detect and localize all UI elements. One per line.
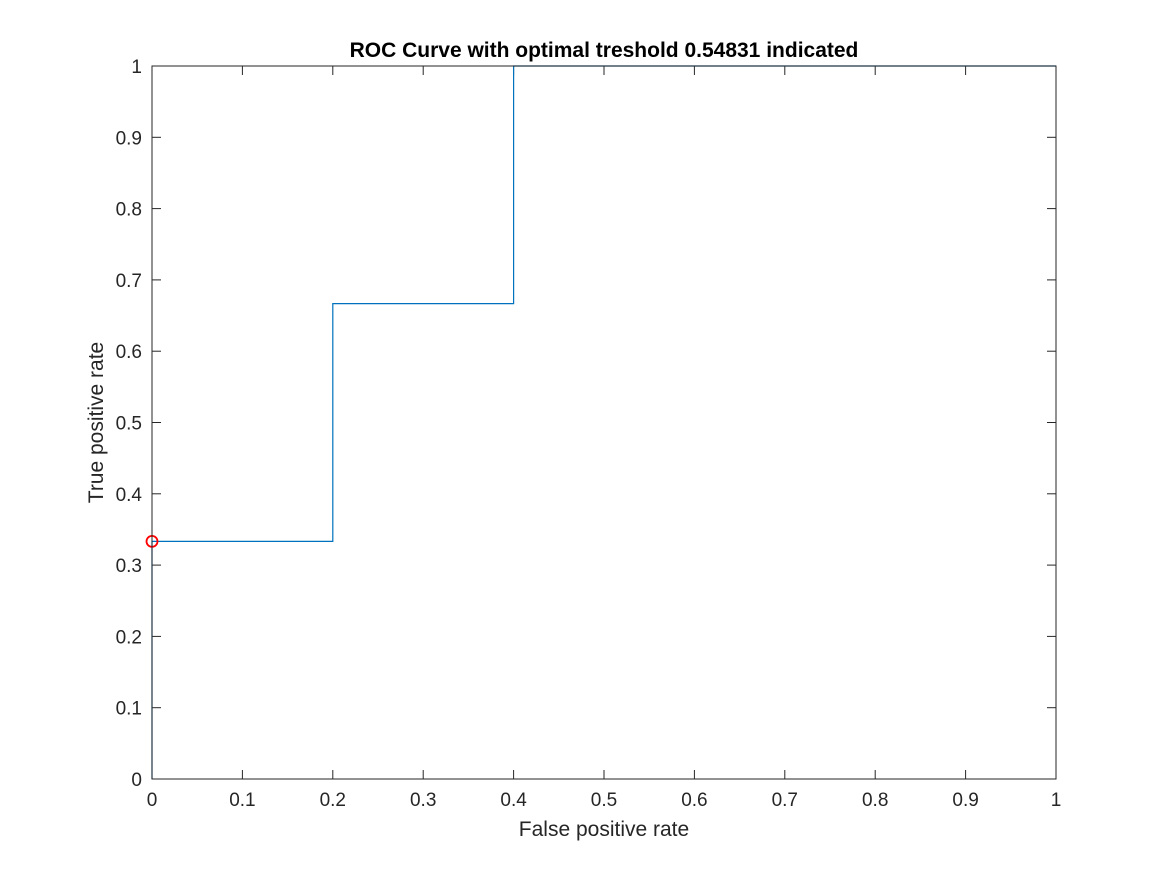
plot-area xyxy=(152,66,1056,779)
x-tick-label: 1 xyxy=(1051,790,1062,811)
y-tick-label: 0.9 xyxy=(116,128,142,149)
y-axis-label: True positive rate xyxy=(85,342,108,503)
x-tick-label: 0.3 xyxy=(410,790,436,811)
x-tick-label: 0 xyxy=(147,790,158,811)
x-tick-label: 0.4 xyxy=(500,790,527,811)
y-tick-label: 0.3 xyxy=(116,556,142,577)
x-axis-label: False positive rate xyxy=(519,818,689,841)
ticks-layer: 0 0.1 0.2 0.3 0.4 0.5 0.6 0.7 0.8 0.9 1 0 0.1 0.2 0.3 0… xyxy=(116,57,1062,811)
y-tick-label: 1 xyxy=(131,57,142,78)
y-tick-label: 0.8 xyxy=(116,200,142,221)
y-tick-label: 0 xyxy=(131,770,142,791)
y-tick-label: 0.5 xyxy=(116,414,142,435)
y-tick-label: 0.4 xyxy=(116,485,143,506)
chart-title: ROC Curve with optimal treshold 0.54831 … xyxy=(350,39,859,62)
y-tick-label: 0.2 xyxy=(116,627,142,648)
x-tick-label: 0.9 xyxy=(952,790,978,811)
y-tick-label: 0.7 xyxy=(116,271,142,292)
x-tick-label: 0.5 xyxy=(591,790,617,811)
x-tick-label: 0.2 xyxy=(320,790,346,811)
x-tick-label: 0.8 xyxy=(862,790,888,811)
axes-box xyxy=(151,65,1057,780)
x-tick-label: 0.1 xyxy=(229,790,255,811)
y-tick-label: 0.1 xyxy=(116,699,142,720)
x-tick-label: 0.7 xyxy=(772,790,798,811)
y-tick-label: 0.6 xyxy=(116,342,142,363)
x-tick-label: 0.6 xyxy=(681,790,707,811)
